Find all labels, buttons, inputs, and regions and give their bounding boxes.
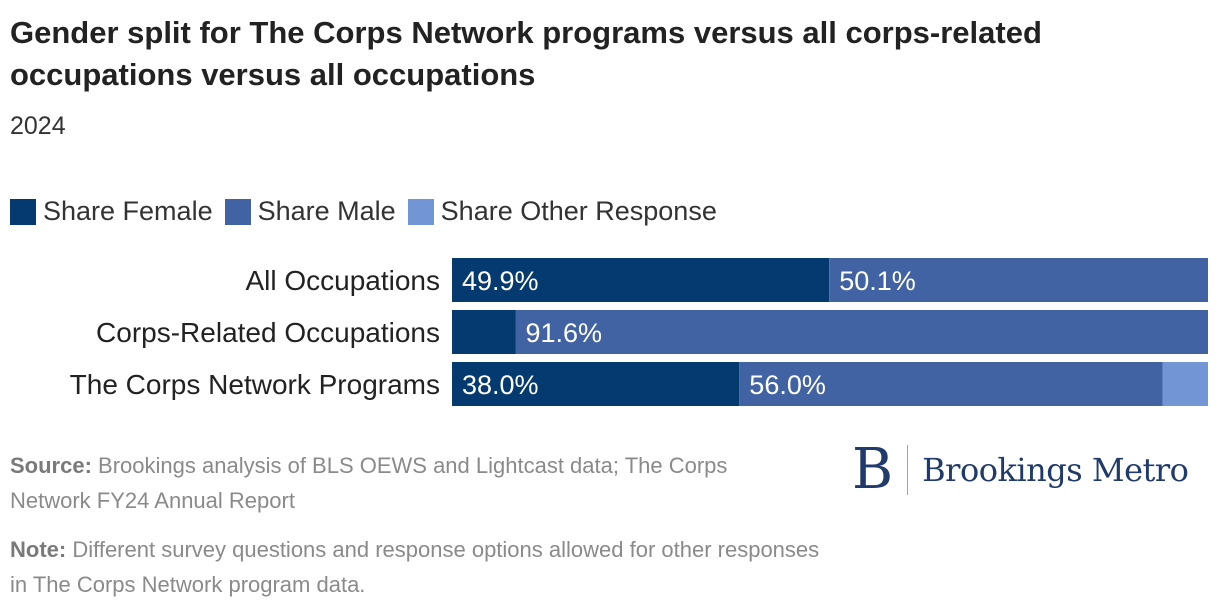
brookings-metro-logo: B Brookings Metro — [852, 437, 1189, 502]
note-text: Different survey questions and response … — [10, 537, 820, 597]
logo-text: Brookings Metro — [922, 451, 1189, 489]
source-label: Source: — [10, 453, 92, 478]
category-label: The Corps Network Programs — [70, 369, 440, 400]
bar-segment — [452, 362, 740, 406]
data-label: 56.0% — [749, 370, 826, 400]
note-label: Note: — [10, 537, 67, 562]
chart-title: Gender split for The Corps Network progr… — [10, 15, 1042, 92]
legend-item-male: Share Male — [224, 196, 396, 227]
legend-swatch-female — [10, 198, 36, 225]
legend-label-male: Share Male — [257, 196, 396, 226]
bar-segment — [452, 310, 516, 354]
legend: Share Female Share Male Share Other Resp… — [10, 196, 729, 227]
legend-label-other: Share Other Response — [440, 196, 717, 226]
category-label: Corps-Related Occupations — [96, 317, 440, 348]
legend-item-other: Share Other Response — [407, 196, 717, 227]
bar-segment — [739, 362, 1163, 406]
bar-chart: All Occupations 49.9% 50.1% Corps-Related O… — [70, 258, 1208, 406]
legend-swatch-male — [224, 198, 251, 225]
bar-segment — [452, 258, 830, 302]
logo-mark: B — [852, 437, 894, 502]
legend-swatch-other — [407, 198, 434, 225]
source-note: Source: Brookings analysis of BLS OEWS a… — [10, 448, 810, 518]
legend-item-female: Share Female — [10, 196, 213, 227]
bar-segment — [1162, 362, 1208, 406]
data-label: 91.6% — [526, 318, 603, 348]
bar-segment — [515, 310, 1208, 354]
data-label: 50.1% — [839, 266, 916, 296]
data-label: 49.9% — [462, 266, 539, 296]
data-label: 38.0% — [462, 370, 539, 400]
logo-divider — [907, 445, 909, 495]
chart-subtitle: 2024 — [10, 112, 66, 140]
category-label: All Occupations — [245, 265, 440, 296]
bar-segment — [829, 258, 1208, 302]
chart-note: Note: Different survey questions and res… — [10, 532, 830, 602]
legend-label-female: Share Female — [43, 196, 213, 226]
source-text: Brookings analysis of BLS OEWS and Light… — [10, 453, 728, 513]
